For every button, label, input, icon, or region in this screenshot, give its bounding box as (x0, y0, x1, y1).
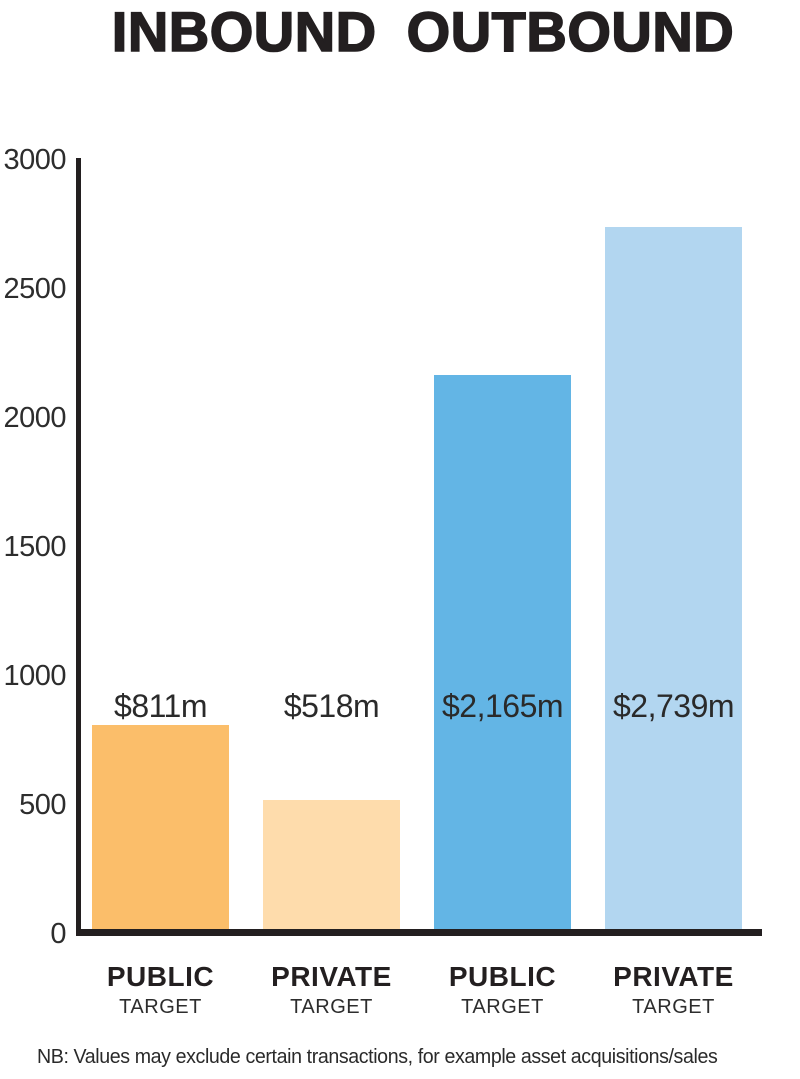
bar-value-label: $811m (114, 688, 207, 724)
y-tick-label: 500 (19, 789, 66, 821)
category-label-main: PUBLIC (106, 961, 215, 992)
category-label-sub: TARGET (461, 996, 544, 1018)
footnote: NB: Values may exclude certain transacti… (37, 1046, 718, 1068)
category-label-main: PUBLIC (448, 961, 557, 992)
x-axis-line (76, 929, 762, 936)
y-axis-line (76, 158, 81, 931)
category-label-sub: TARGET (632, 996, 715, 1018)
y-tick-label: 3000 (3, 144, 66, 176)
bar-inbound-private (263, 800, 400, 936)
category-label-sub: TARGET (119, 996, 202, 1018)
category-label-main: PRIVATE (271, 961, 392, 992)
y-tick-label: 0 (50, 918, 66, 950)
y-tick-label: 2500 (3, 273, 66, 305)
chart-title: INBOUND OUTBOUND (111, 0, 735, 63)
y-tick-label: 2000 (3, 402, 66, 434)
y-tick-label: 1500 (3, 531, 66, 563)
bar-value-label: $518m (283, 688, 380, 724)
category-label-main: PRIVATE (613, 961, 734, 992)
bar-value-label: $2,739m (612, 688, 735, 724)
category-label-sub: TARGET (290, 996, 373, 1018)
bar-inbound-public (92, 724, 229, 936)
y-tick-label: 1000 (3, 660, 66, 692)
bar-outbound-private (605, 227, 742, 936)
bar-outbound-public (434, 375, 571, 936)
bar-value-label: $2,165m (441, 688, 564, 724)
